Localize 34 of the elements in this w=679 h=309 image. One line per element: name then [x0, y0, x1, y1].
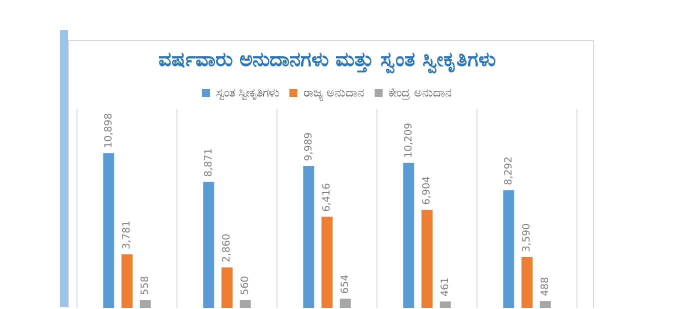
data-label: 560 — [240, 276, 251, 296]
bar — [440, 301, 451, 308]
data-label: 2,860 — [222, 234, 233, 262]
data-label: 8,871 — [203, 148, 214, 177]
bar — [522, 256, 532, 308]
data-label: 9,989 — [303, 132, 314, 162]
legend-label: ಸ್ವಂತ ಸ್ವೀಕೃತಿಗಳು — [216, 85, 280, 100]
bar — [503, 190, 514, 308]
data-label: 3,781 — [122, 220, 133, 250]
data-label: 654 — [340, 274, 351, 294]
bar — [203, 182, 214, 308]
data-label: 10,898 — [103, 113, 114, 148]
chart-title: ವರ್ಷವಾರು ಅನುದಾನಗಳು ಮತ್ತು ಸ್ವಂತ ಸ್ವೀಕೃತಿಗಳು — [158, 47, 496, 74]
bar — [322, 216, 332, 308]
data-label: 8,292 — [503, 156, 514, 186]
legend-label: ರಾಜ್ಯ ಅನುದಾನ — [303, 85, 365, 102]
data-label: 6,416 — [322, 183, 333, 212]
bar — [222, 267, 232, 308]
data-label: 10,209 — [403, 122, 414, 158]
data-label: 558 — [140, 276, 151, 296]
bar — [340, 298, 351, 308]
legend-label: ಕೇಂದ್ರ ಅನುದಾನ — [388, 85, 452, 100]
data-label: 3,590 — [522, 223, 533, 252]
bar — [303, 166, 314, 308]
data-label: 488 — [540, 276, 551, 296]
data-label: 6,904 — [422, 176, 433, 205]
bar — [540, 301, 551, 308]
bar — [140, 300, 151, 308]
bar — [103, 153, 114, 308]
bar — [403, 162, 414, 308]
bar — [422, 210, 432, 308]
bar — [240, 300, 251, 308]
data-label: 461 — [440, 277, 451, 296]
bar — [122, 254, 132, 308]
